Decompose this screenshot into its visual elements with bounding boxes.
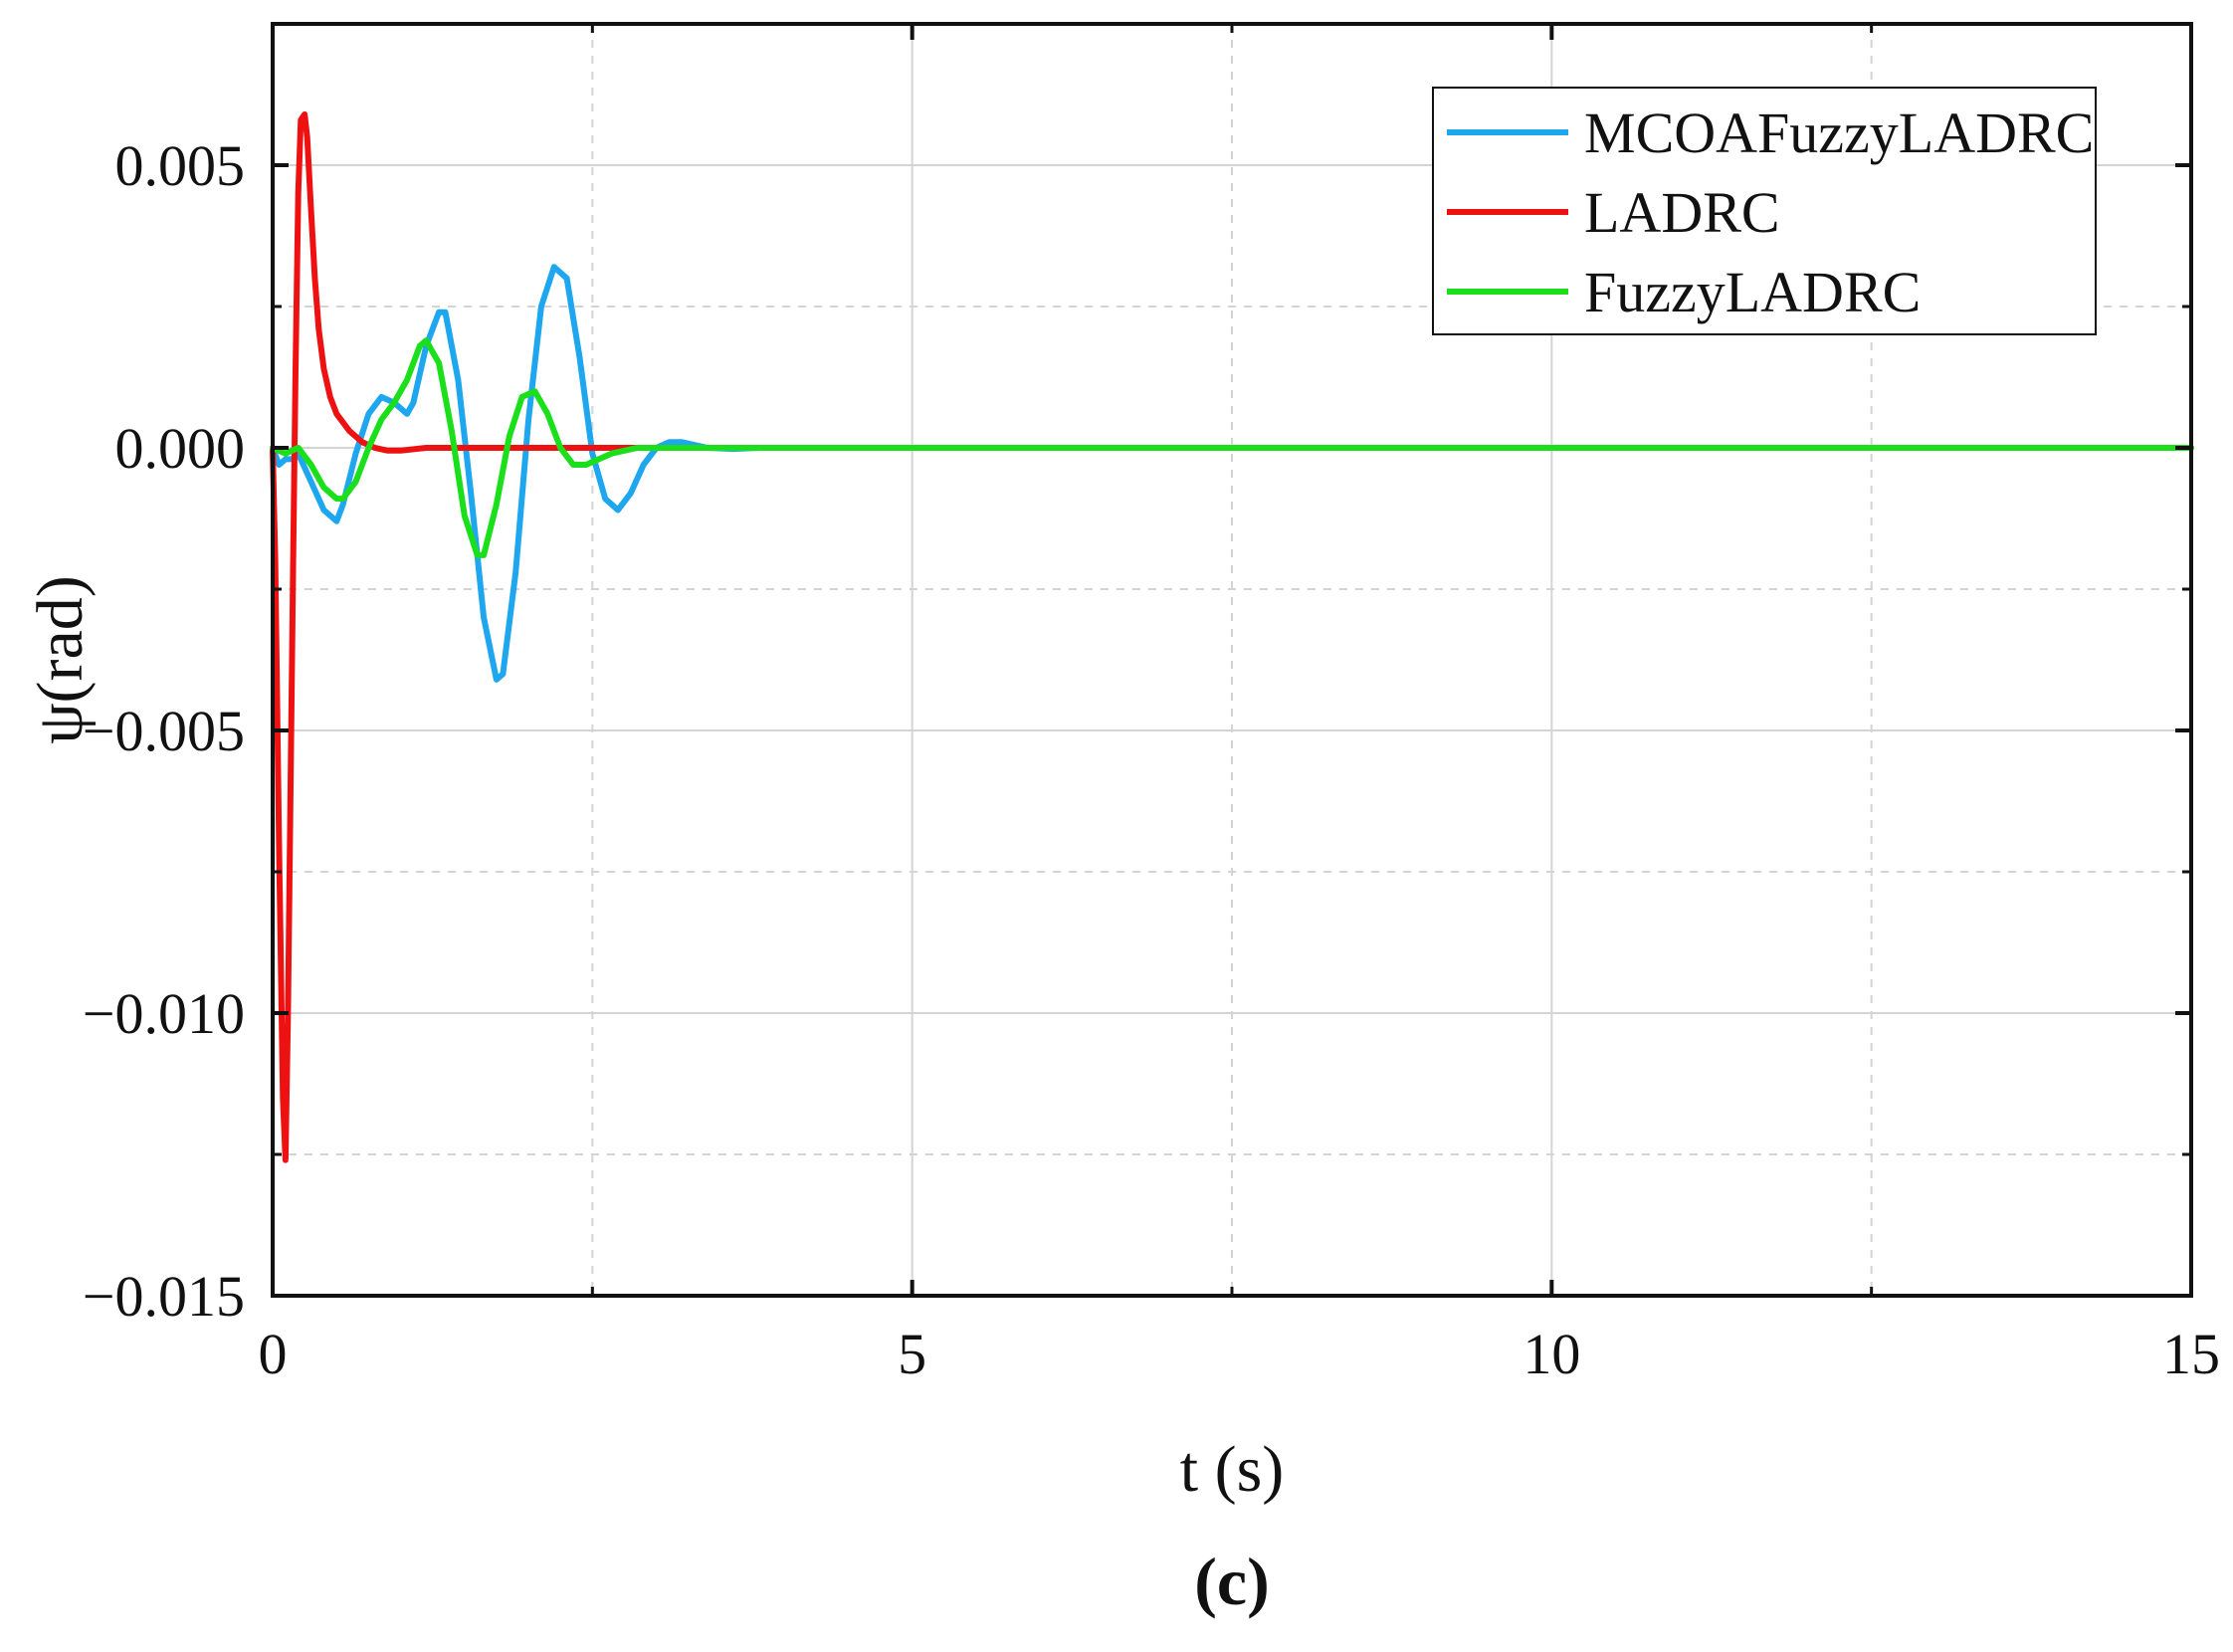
axis-ticks bbox=[271, 24, 2193, 1298]
y-tick-label: 0.005 bbox=[115, 133, 246, 198]
series-line-FuzzyLADRC bbox=[270, 337, 2194, 558]
y-tick-label: −0.010 bbox=[83, 981, 245, 1046]
x-axis-title: t (s) bbox=[1180, 1433, 1284, 1506]
series-lines bbox=[270, 110, 2194, 1163]
y-axis-title: ψ(rad) bbox=[24, 575, 97, 744]
legend-label: LADRC bbox=[1584, 180, 1780, 245]
x-tick-label: 5 bbox=[898, 1322, 926, 1386]
panel-label: (c) bbox=[1194, 1544, 1269, 1619]
legend-label: FuzzyLADRC bbox=[1584, 260, 1921, 324]
tick-labels: 0 5 10 15 0.005 0.000 −0.005 −0.010 −0.015 bbox=[83, 133, 2220, 1386]
legend: MCOAFuzzyLADRC LADRC FuzzyLADRC bbox=[1432, 87, 2097, 335]
y-tick-label: −0.015 bbox=[83, 1264, 245, 1329]
x-tick-label: 15 bbox=[2162, 1322, 2220, 1386]
y-tick-label: −0.005 bbox=[83, 699, 245, 763]
y-tick-label: 0.000 bbox=[115, 416, 246, 481]
legend-label: MCOAFuzzyLADRC bbox=[1584, 101, 2094, 165]
series-line-MCOAFuzzyLADRC bbox=[270, 264, 2194, 683]
x-tick-label: 0 bbox=[259, 1322, 288, 1386]
x-tick-label: 10 bbox=[1522, 1322, 1580, 1386]
series-line-LADRC bbox=[270, 110, 2194, 1163]
